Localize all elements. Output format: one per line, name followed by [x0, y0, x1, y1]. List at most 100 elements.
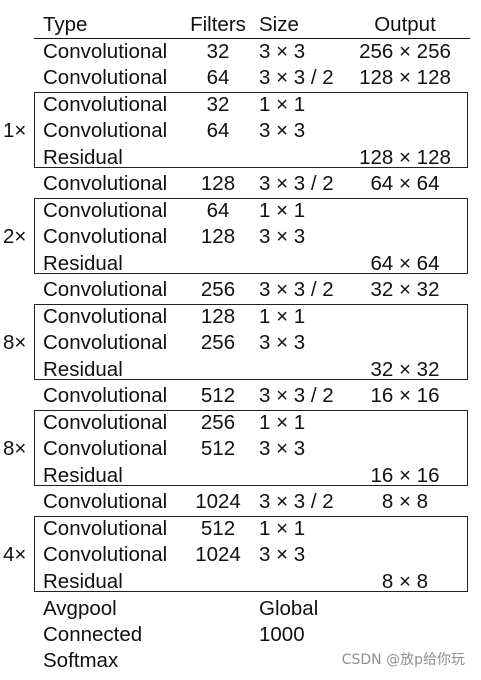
table-row: Softmax — [0, 648, 481, 674]
cell-filters: 128 — [200, 305, 236, 328]
cell-output: 128 × 128 — [359, 146, 451, 169]
cell-output: 64 × 64 — [370, 172, 440, 195]
table-row: Convolutional 512 1 × 1 — [0, 516, 481, 542]
cell-output: 32 × 32 — [370, 278, 440, 301]
cell-filters: 64 — [206, 66, 230, 89]
cell-type: Softmax — [43, 649, 119, 672]
cell-size: 3 × 3 / 2 — [259, 278, 334, 301]
cell-type: Residual — [43, 146, 123, 169]
header-type: Type — [43, 13, 88, 36]
cell-size: 3 × 3 — [259, 225, 306, 248]
cell-output: 16 × 16 — [370, 384, 440, 407]
cell-type: Residual — [43, 570, 123, 593]
cell-type: Convolutional — [43, 225, 168, 248]
residual-block-box — [34, 92, 468, 168]
cell-size: 3 × 3 — [259, 543, 306, 566]
cell-filters: 512 — [200, 384, 236, 407]
cell-filters: 32 — [206, 93, 230, 116]
table-row: Convolutional 64 3 × 3 / 2 128 × 128 — [0, 65, 481, 91]
table-row: Convolutional 64 1 × 1 — [0, 198, 481, 224]
cell-size: 3 × 3 — [259, 437, 306, 460]
block-multiplier: 8× — [3, 437, 27, 460]
cell-type: Convolutional — [43, 543, 168, 566]
cell-type: Convolutional — [43, 384, 168, 407]
cell-type: Convolutional — [43, 331, 168, 354]
cell-type: Convolutional — [43, 437, 168, 460]
cell-size: 3 × 3 — [259, 40, 306, 63]
cell-size: 3 × 3 / 2 — [259, 490, 334, 513]
cell-size: 1 × 1 — [259, 411, 306, 434]
header-rule — [34, 38, 470, 39]
table-row: Convolutional 32 1 × 1 — [0, 92, 481, 118]
cell-filters: 32 — [206, 40, 230, 63]
cell-type: Convolutional — [43, 40, 168, 63]
cell-type: Convolutional — [43, 119, 168, 142]
watermark-text: CSDN @放p给你玩 — [341, 652, 465, 668]
cell-filters: 1024 — [195, 543, 241, 566]
table-row: Residual 16 × 16 — [0, 463, 481, 489]
block-multiplier: 2× — [3, 225, 27, 248]
cell-filters: 128 — [200, 172, 236, 195]
table-row: Convolutional 128 3 × 3 / 2 64 × 64 — [0, 171, 481, 197]
residual-block-box — [34, 304, 468, 380]
table-header-row: Type Filters Size Output — [0, 12, 481, 38]
cell-filters: 256 — [200, 331, 236, 354]
cell-filters: 256 — [200, 278, 236, 301]
table-row: Convolutional 1024 3 × 3 / 2 8 × 8 — [0, 489, 481, 515]
table-row: Convolutional 128 3 × 3 — [0, 224, 481, 250]
cell-type: Convolutional — [43, 66, 168, 89]
table-row: Residual 128 × 128 — [0, 145, 481, 171]
cell-size: 3 × 3 / 2 — [259, 66, 334, 89]
table-row: Convolutional 512 3 × 3 / 2 16 × 16 — [0, 383, 481, 409]
cell-type: Convolutional — [43, 517, 168, 540]
header-output: Output — [374, 13, 436, 36]
cell-size: 1 × 1 — [259, 517, 306, 540]
cell-size: 1000 — [259, 623, 305, 646]
table-row: Convolutional 512 3 × 3 — [0, 436, 481, 462]
table-row: Avgpool Global — [0, 596, 481, 622]
cell-size: 3 × 3 — [259, 119, 306, 142]
residual-block-box — [34, 410, 468, 486]
cell-filters: 64 — [206, 119, 230, 142]
cell-output: 8 × 8 — [381, 490, 429, 513]
block-multiplier: 8× — [3, 331, 27, 354]
table-row: Convolutional 256 1 × 1 — [0, 410, 481, 436]
cell-type: Residual — [43, 252, 123, 275]
cell-size: Global — [259, 597, 319, 620]
table-row: Connected 1000 — [0, 622, 481, 648]
cell-size: 1 × 1 — [259, 199, 306, 222]
cell-filters: 512 — [200, 517, 236, 540]
cell-type: Avgpool — [43, 597, 117, 620]
cell-filters: 64 — [206, 199, 230, 222]
cell-size: 1 × 1 — [259, 305, 306, 328]
residual-block-box — [34, 516, 468, 592]
cell-output: 256 × 256 — [359, 40, 451, 63]
cell-output: 128 × 128 — [359, 66, 451, 89]
header-size: Size — [259, 13, 299, 36]
table-row: Convolutional 64 3 × 3 — [0, 118, 481, 144]
cell-type: Convolutional — [43, 172, 168, 195]
cell-size: 3 × 3 / 2 — [259, 172, 334, 195]
block-multiplier: 4× — [3, 543, 27, 566]
cell-output: 16 × 16 — [370, 464, 440, 487]
cell-type: Convolutional — [43, 490, 168, 513]
header-filters: Filters — [190, 13, 246, 36]
table-row: Convolutional 32 3 × 3 256 × 256 — [0, 39, 481, 65]
cell-type: Residual — [43, 358, 123, 381]
table-row: Convolutional 1024 3 × 3 — [0, 542, 481, 568]
table-row: Convolutional 128 1 × 1 — [0, 304, 481, 330]
cell-filters: 256 — [200, 411, 236, 434]
cell-type: Convolutional — [43, 278, 168, 301]
cell-type: Convolutional — [43, 93, 168, 116]
table-row: Convolutional 256 3 × 3 / 2 32 × 32 — [0, 277, 481, 303]
cell-size: 1 × 1 — [259, 93, 306, 116]
table-row: Residual 64 × 64 — [0, 251, 481, 277]
cell-type: Convolutional — [43, 305, 168, 328]
cell-type: Convolutional — [43, 199, 168, 222]
cell-filters: 512 — [200, 437, 236, 460]
cell-size: 3 × 3 — [259, 331, 306, 354]
cell-type: Connected — [43, 623, 143, 646]
cell-output: 32 × 32 — [370, 358, 440, 381]
residual-block-box — [34, 198, 468, 274]
